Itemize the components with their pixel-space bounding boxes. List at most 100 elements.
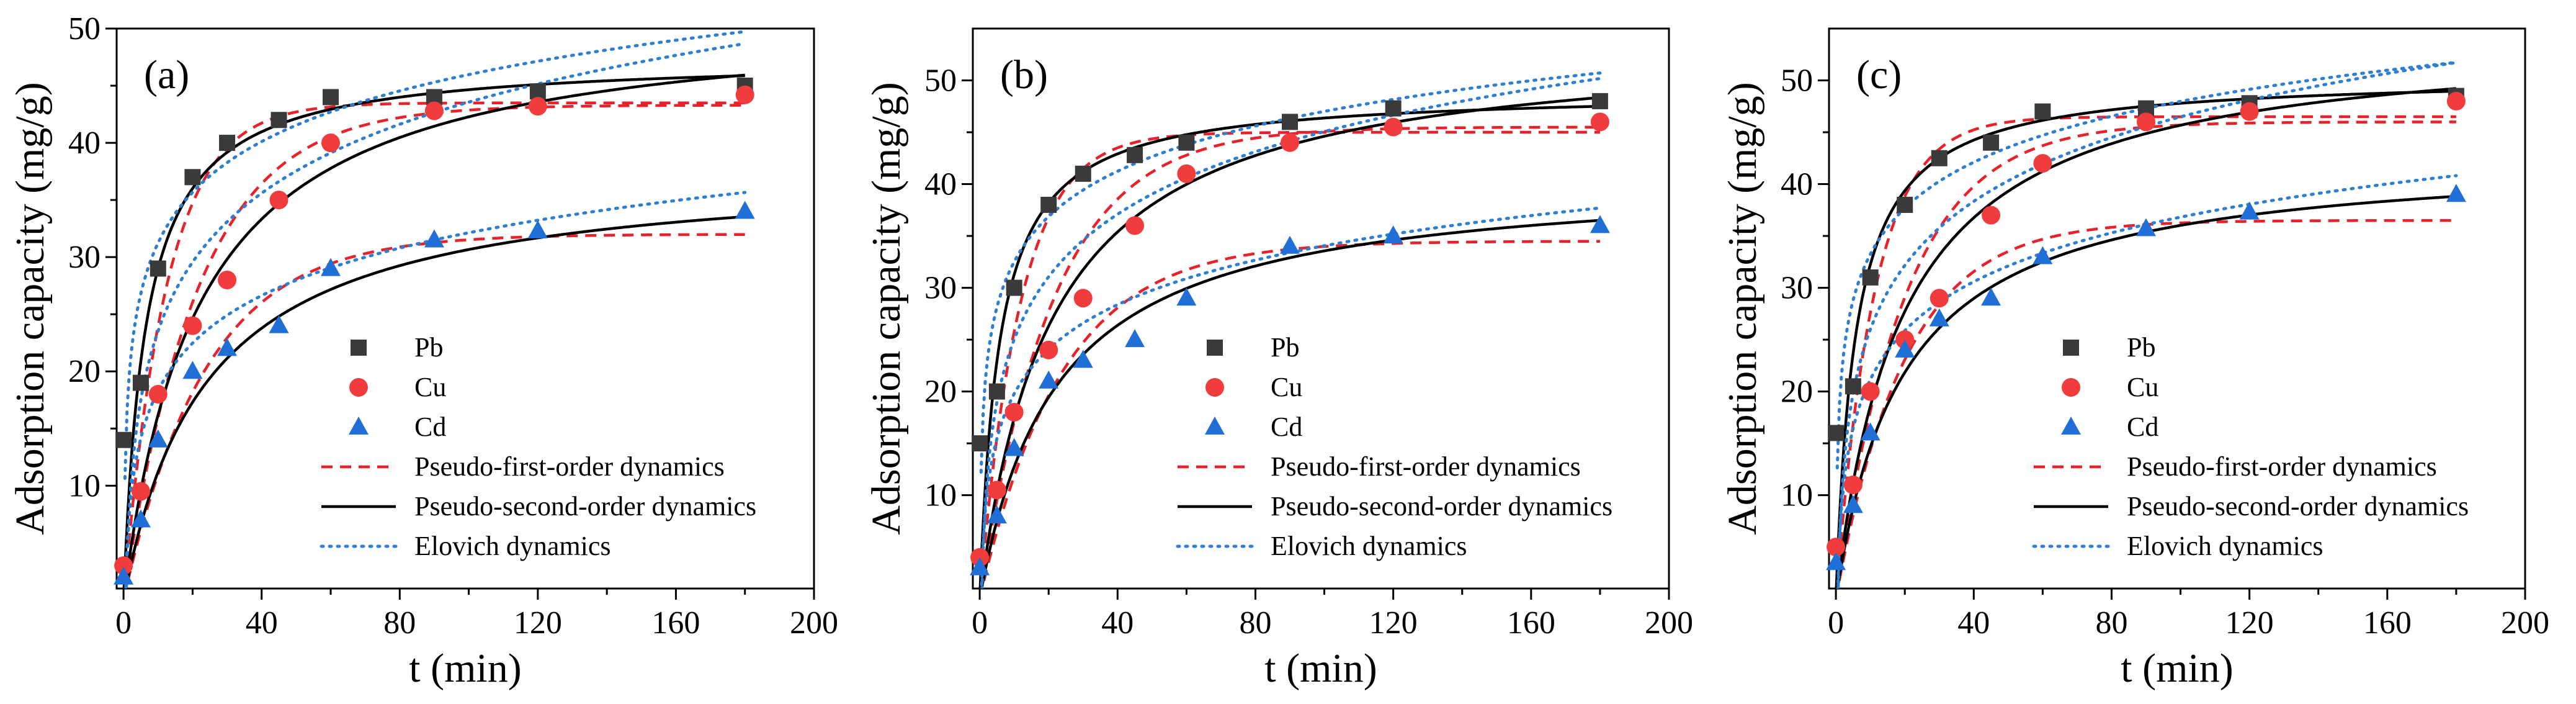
- data-point-cu: [1827, 538, 1846, 557]
- data-point-cu: [1590, 112, 1609, 132]
- legend-label: Pseudo-second-order dynamics: [1271, 491, 1612, 521]
- elovich-curve-pb: [979, 71, 1602, 474]
- data-point-pb: [219, 135, 236, 151]
- data-point-cd: [1826, 552, 1846, 571]
- series-pb: [1828, 88, 2464, 441]
- x-axis-title: t (min): [1264, 646, 1377, 691]
- data-point-cd: [1981, 287, 2001, 306]
- data-point-cd: [269, 315, 289, 333]
- pfo-curve-cd: [125, 233, 745, 589]
- y-axis-title: Adsorption capacity (mg/g): [1720, 82, 1765, 535]
- data-point-cu: [183, 316, 202, 335]
- data-point-pb: [1897, 196, 1913, 213]
- legend-label: Elovich dynamics: [414, 531, 611, 561]
- data-point-cu: [321, 133, 340, 153]
- series-cu: [970, 112, 1609, 567]
- legend-label: Pseudo-second-order dynamics: [2127, 491, 2469, 521]
- legend-label: Cd: [2127, 412, 2158, 442]
- legend: Pb Cu Cd Pseudo-first-order dynamics Pseudo-…: [1176, 332, 1612, 561]
- data-point-cd: [1176, 287, 1197, 306]
- pfo-curve-pb: [1835, 115, 2456, 589]
- data-point-pb: [1845, 378, 1861, 395]
- data-point-cu: [1073, 289, 1093, 308]
- y-axis-title: Adsorption capacity (mg/g): [7, 82, 53, 535]
- x-tick-label: 160: [2363, 605, 2412, 641]
- data-point-pb: [988, 383, 1005, 400]
- data-point-cd: [1280, 235, 1300, 254]
- data-point-cd: [320, 258, 341, 276]
- plot-frame: [1828, 27, 2526, 590]
- legend-marker-cu: [349, 378, 368, 397]
- y-tick-label: 10: [1781, 478, 1813, 513]
- x-tick-label: 40: [1957, 605, 1990, 641]
- pso-curve-cu: [1835, 87, 2457, 589]
- x-tick-label: 120: [514, 605, 562, 641]
- data-point-cu: [1004, 403, 1024, 422]
- data-point-cd: [424, 229, 444, 248]
- x-tick-label: 0: [972, 605, 988, 641]
- data-point-cd: [1125, 329, 1145, 348]
- data-point-cu: [1930, 289, 1949, 308]
- y-tick-label: 10: [924, 478, 957, 513]
- x-tick-label: 160: [651, 605, 700, 641]
- data-point-pb: [1178, 134, 1195, 151]
- legend-marker-cd: [349, 417, 369, 435]
- data-point-cu: [1384, 117, 1403, 137]
- panel-label: (c): [1856, 52, 1902, 97]
- data-point-cd: [970, 557, 990, 575]
- x-axis-title: t (min): [409, 646, 521, 691]
- legend: Pb Cu Cd Pseudo-first-order dynamics Pseudo-…: [2032, 332, 2469, 561]
- legend-marker-pb: [351, 340, 367, 356]
- data-point-cd: [130, 509, 151, 528]
- data-point-cd: [2446, 184, 2466, 202]
- x-tick-label: 120: [2225, 605, 2274, 641]
- data-point-pb: [322, 89, 339, 106]
- data-point-cd: [2033, 246, 2053, 264]
- legend: Pb Cu Cd Pseudo-first-order dynamics Pseudo-…: [320, 332, 756, 561]
- data-point-cu: [131, 482, 150, 501]
- x-tick-label: 0: [115, 605, 132, 641]
- panel-label: (b): [1000, 52, 1048, 97]
- x-tick-label: 120: [1369, 605, 1418, 641]
- y-tick-label: 20: [1781, 374, 1813, 410]
- data-point-pb: [1931, 150, 1948, 166]
- y-tick-label: 30: [1781, 271, 1813, 306]
- data-point-cd: [182, 361, 203, 379]
- data-point-cu: [424, 101, 444, 120]
- data-point-cu: [1861, 382, 1880, 401]
- legend-marker-cd: [2061, 417, 2081, 435]
- series-cd: [1826, 184, 2466, 571]
- data-point-pb: [115, 431, 132, 448]
- x-tick-label: 80: [383, 605, 416, 641]
- data-point-pb: [1862, 269, 1879, 286]
- data-point-pb: [1006, 279, 1022, 296]
- data-point-pb: [150, 260, 166, 277]
- legend-marker-pb: [1207, 340, 1223, 356]
- chart-panel-a: 0 40 80 120 160 200 10 20 30 40 50 t (min) Adsorptio…: [7, 11, 838, 691]
- data-point-cu: [2033, 154, 2052, 173]
- legend-label: Pseudo-first-order dynamics: [2127, 451, 2437, 482]
- legend-label: Cd: [414, 412, 446, 442]
- y-tick-label: 30: [68, 240, 101, 275]
- pso-curve-cu: [123, 73, 745, 589]
- data-point-cd: [986, 505, 1007, 524]
- data-point-cu: [269, 191, 288, 210]
- legend-label: Cd: [1271, 412, 1302, 442]
- data-point-cd: [1860, 422, 1881, 441]
- y-tick-label: 40: [68, 125, 101, 161]
- data-point-cd: [1843, 495, 1863, 513]
- data-point-cd: [1004, 438, 1024, 456]
- data-point-pb: [1127, 147, 1143, 163]
- data-point-cd: [1929, 308, 1949, 327]
- data-point-cd: [1073, 350, 1093, 368]
- x-tick-label: 200: [2501, 605, 2549, 641]
- legend-label: Pb: [414, 332, 443, 363]
- legend-label: Pseudo-second-order dynamics: [414, 491, 756, 521]
- data-point-cd: [148, 429, 168, 448]
- pso-curve-cd: [124, 215, 745, 589]
- data-point-cu: [1281, 133, 1300, 152]
- data-point-pb: [184, 169, 201, 186]
- data-point-cd: [1895, 339, 1915, 358]
- x-tick-label: 40: [246, 605, 278, 641]
